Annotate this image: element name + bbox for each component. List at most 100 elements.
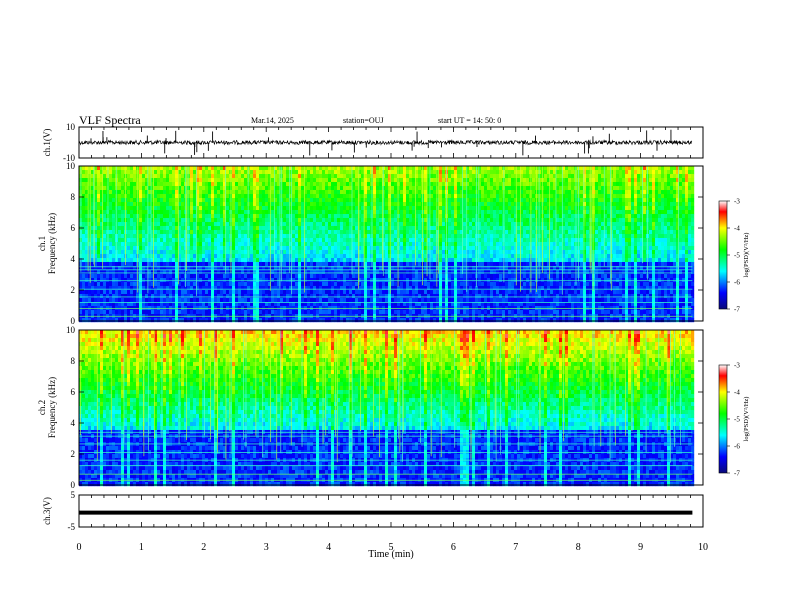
spectrogram-cell (139, 254, 142, 258)
spectrogram-cell (376, 250, 379, 254)
spectrogram-cell (355, 258, 358, 262)
spectrogram-cell (202, 166, 205, 170)
spectrogram-cell (226, 234, 229, 238)
spectrogram-cell (415, 290, 418, 294)
spectrogram-cell (328, 254, 331, 258)
spectrogram-cell (292, 238, 295, 242)
spectrogram-cell (175, 246, 178, 250)
spectrogram-cell (109, 254, 112, 258)
spectrogram-cell (118, 238, 121, 242)
spectrogram-cell (325, 306, 328, 310)
spectrogram-cell (337, 186, 340, 190)
spectrogram-cell (223, 274, 226, 278)
spectrogram-cell (103, 182, 106, 186)
spectrogram-cell (313, 186, 316, 190)
spectrogram-cell (376, 230, 379, 234)
spectrogram-cell (247, 194, 250, 198)
spectrogram-cell (361, 294, 364, 298)
spectrogram-cell (208, 222, 211, 226)
spectrogram-cell (130, 234, 133, 238)
spectrogram-cell (247, 218, 250, 222)
spectrogram-cell (412, 262, 415, 266)
spectrogram-cell (133, 246, 136, 250)
spectrogram-cell (403, 166, 406, 170)
spectrogram-cell (127, 194, 130, 198)
spectrogram-cell (298, 306, 301, 310)
spectrogram-cell (433, 222, 436, 226)
spectrogram-cell (271, 174, 274, 178)
spectrogram-cell (442, 202, 445, 206)
spectrogram-cell (343, 258, 346, 262)
spectrogram-cell (211, 222, 214, 226)
spectrogram-cell (163, 246, 166, 250)
spectrogram-cell (130, 262, 133, 266)
spectrogram-cell (394, 206, 397, 210)
spectrogram-cell (256, 202, 259, 206)
spectrogram-cell (352, 222, 355, 226)
spectrogram-cell (163, 310, 166, 314)
spectrogram-cell (418, 194, 421, 198)
spectrogram-cell (370, 298, 373, 302)
spectrogram-cell (157, 250, 160, 254)
spectrogram-cell (337, 282, 340, 286)
spectrogram-cell (400, 306, 403, 310)
spectrogram-cell (91, 306, 94, 310)
spectrogram-cell (373, 214, 376, 218)
spectrogram-cell (355, 274, 358, 278)
spectrogram-cell (220, 274, 223, 278)
spectrogram-cell (376, 282, 379, 286)
spectrogram-cell (202, 234, 205, 238)
spectrogram-cell (418, 282, 421, 286)
spectrogram-cell (208, 246, 211, 250)
spectrogram-cell (376, 274, 379, 278)
spectrogram-cell (322, 270, 325, 274)
spectrogram-cell (439, 202, 442, 206)
spectrogram-cell (238, 242, 241, 246)
spectrogram-cell (388, 166, 391, 170)
spectrogram-cell (115, 290, 118, 294)
spectrogram-cell (106, 270, 109, 274)
spectrogram-cell (217, 278, 220, 282)
spectrogram-cell (154, 318, 157, 322)
spectrogram-cell (241, 298, 244, 302)
spectrogram-cell (112, 254, 115, 258)
spectrogram-cell (361, 202, 364, 206)
spectrogram-cell (292, 306, 295, 310)
spectrogram-cell (442, 242, 445, 246)
spectrogram-cell (391, 226, 394, 230)
spectrogram-cell (112, 174, 115, 178)
spectrogram-cell (250, 298, 253, 302)
spectrogram-cell (121, 178, 124, 182)
spectrogram-cell (328, 274, 331, 278)
spectrogram-cell (373, 262, 376, 266)
spectrogram-cell (205, 226, 208, 230)
spectrogram-cell (247, 198, 250, 202)
spectrogram-cell (409, 242, 412, 246)
spectrogram-cell (250, 318, 253, 322)
spectrogram-cell (121, 206, 124, 210)
spectrogram-cell (154, 190, 157, 194)
spectrogram-cell (175, 270, 178, 274)
spectrogram-cell (127, 182, 130, 186)
spectrogram-cell (190, 246, 193, 250)
spectrogram-cell (121, 234, 124, 238)
spectrogram-cell (157, 222, 160, 226)
spectrogram-cell (247, 270, 250, 274)
spectrogram-cell (349, 290, 352, 294)
spectrogram-cell (82, 318, 85, 322)
spectrogram-cell (289, 310, 292, 314)
spectrogram-cell (295, 262, 298, 266)
spectrogram-cell (406, 222, 409, 226)
spectrogram-cell (253, 278, 256, 282)
spectrogram-cell (283, 298, 286, 302)
spectrogram-cell (376, 298, 379, 302)
spectrogram-cell (307, 206, 310, 210)
spectrogram-cell (142, 210, 145, 214)
spectrogram-cell (169, 214, 172, 218)
spectrogram-cell (247, 210, 250, 214)
spectrogram-cell (208, 270, 211, 274)
spectrogram-cell (307, 230, 310, 234)
spectrogram-cell (343, 218, 346, 222)
spectrogram-cell (172, 202, 175, 206)
spectrogram-cell (142, 222, 145, 226)
